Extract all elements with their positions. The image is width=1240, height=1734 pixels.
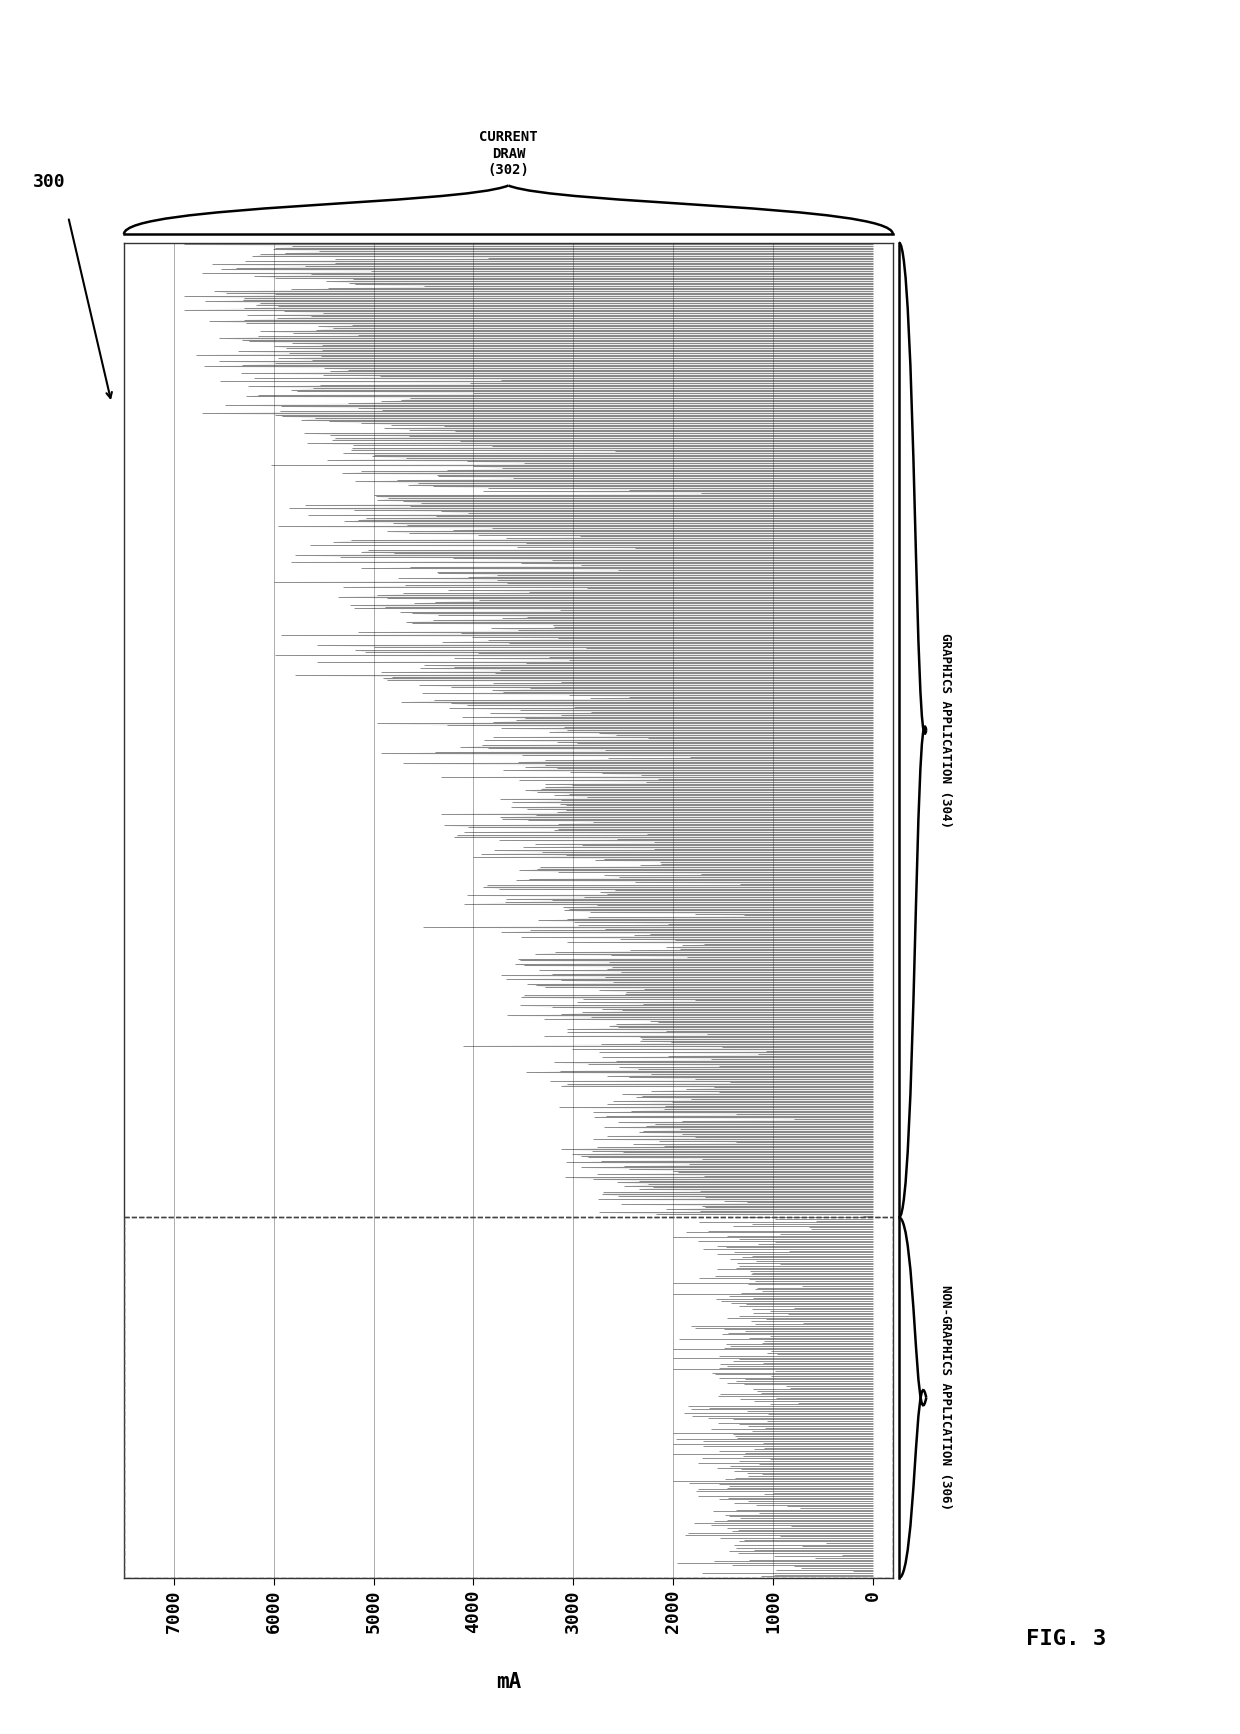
Text: FIG. 3: FIG. 3 [1027, 1628, 1106, 1649]
Text: mA: mA [496, 1672, 521, 1692]
Text: 300: 300 [33, 173, 66, 191]
Text: NON-GRAPHICS APPLICATION (306): NON-GRAPHICS APPLICATION (306) [939, 1285, 951, 1510]
Text: GRAPHICS APPLICATION (304): GRAPHICS APPLICATION (304) [939, 633, 951, 827]
Text: CURRENT
DRAW
(302): CURRENT DRAW (302) [479, 130, 538, 177]
